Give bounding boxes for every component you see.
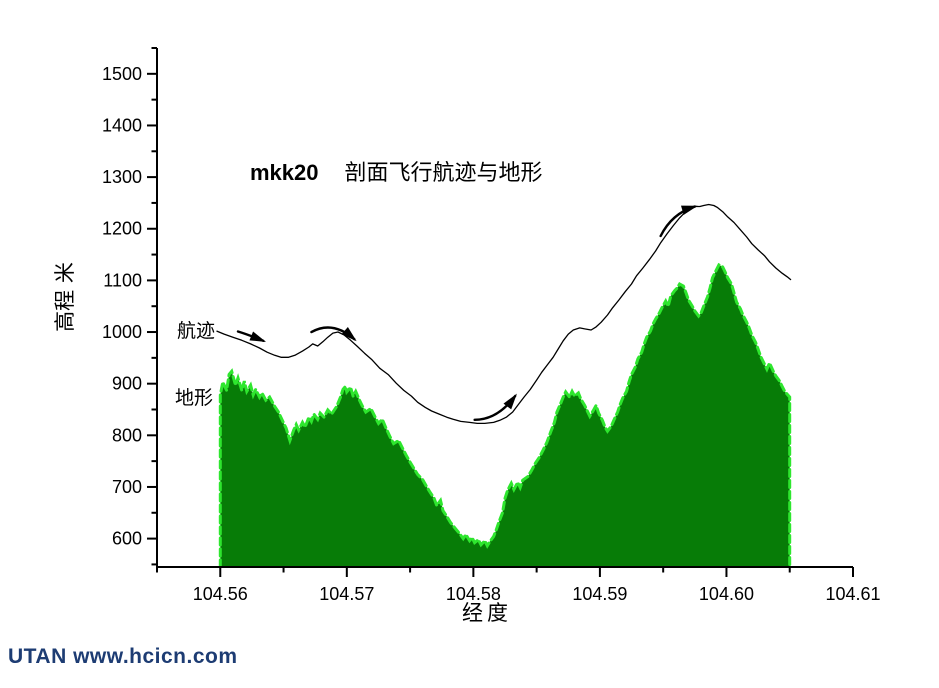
y-tick-label: 1500 [102,64,142,84]
x-tick-label: 104.60 [699,584,754,604]
chart-title-id: mkk20 [250,160,319,185]
y-tick-label: 1300 [102,167,142,187]
y-tick-label: 700 [112,477,142,497]
x-tick-label: 104.59 [572,584,627,604]
x-tick-label: 104.61 [825,584,880,604]
watermark: UTAN www.hcicn.com [8,645,238,668]
chart-title: mkk20 剖面飞行航迹与地形 [250,155,543,187]
flight-path-line [216,203,792,425]
x-tick-label: 104.56 [193,584,248,604]
x-tick-label: 104.57 [319,584,374,604]
terrain-outline [218,262,792,569]
y-tick-label: 800 [112,425,142,445]
flight-direction-arrowhead [503,393,517,410]
flight-direction-arrowhead [249,331,267,342]
trajectory-label: 航迹 [176,320,215,342]
y-tick-label: 1200 [102,219,142,239]
y-tick-label: 1000 [102,322,142,342]
y-tick-label: 600 [112,529,142,549]
flight-direction-arrowhead [680,205,698,215]
terrain-area [220,264,790,567]
flight-direction-arrowhead [341,327,357,342]
chart-title-text: 剖面飞行航迹与地形 [344,161,543,186]
flight-direction-arrow [659,205,697,238]
x-tick-label: 104.58 [446,584,501,604]
y-axis-title: 高程 米 [53,262,77,332]
terrain-label: 地形 [174,387,213,409]
y-tick-label: 1400 [102,115,142,135]
x-axis-title: 经度 [462,601,512,625]
y-tick-label: 1100 [103,270,142,290]
y-tick-label: 900 [112,374,142,394]
